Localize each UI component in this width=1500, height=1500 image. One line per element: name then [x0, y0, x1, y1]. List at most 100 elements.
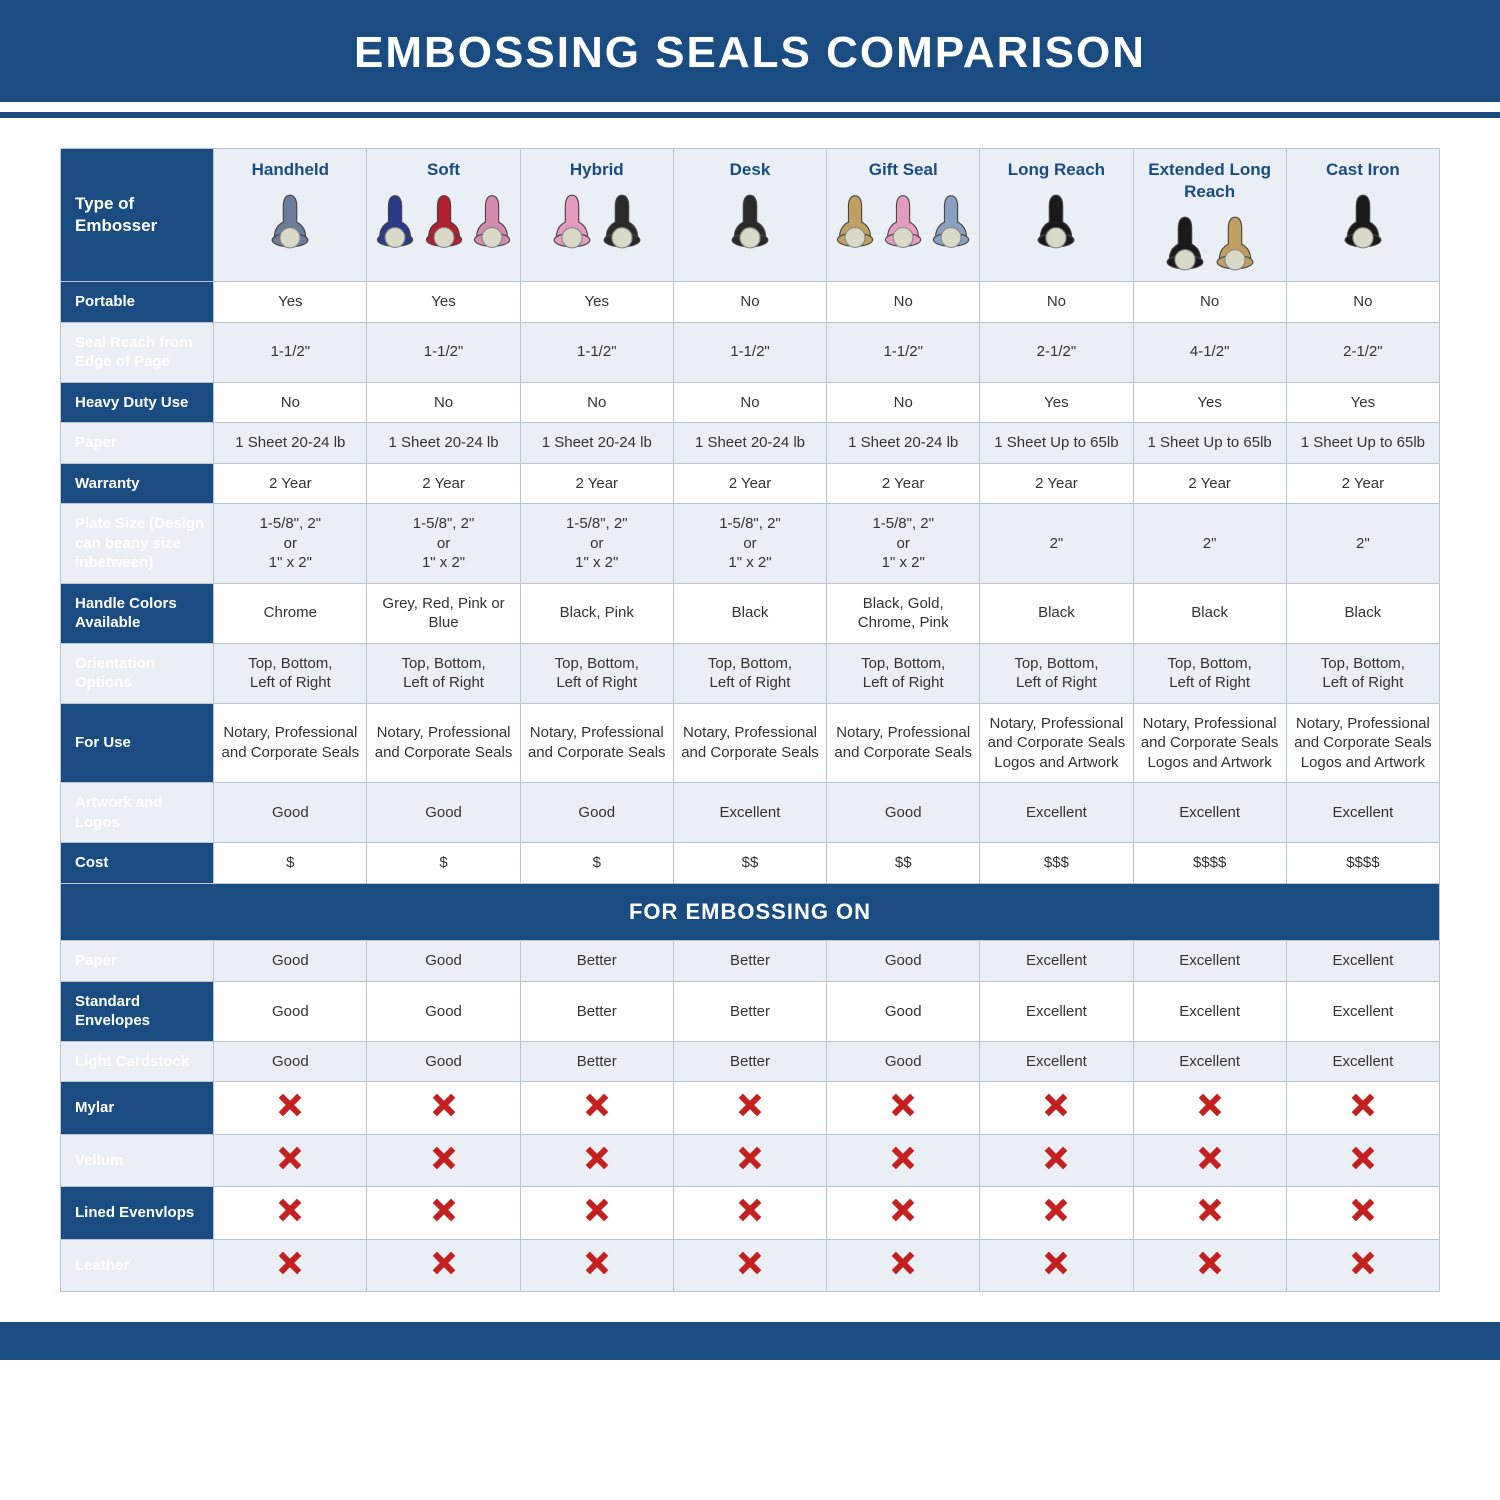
table-cell: Better [520, 1041, 673, 1082]
table-row: Light CardstockGoodGoodBetterBetterGoodE… [61, 1041, 1440, 1082]
table-cell: 2 Year [980, 463, 1133, 504]
table-cell: 2-1/2" [1286, 322, 1439, 382]
table-cell [673, 1187, 826, 1240]
table-cell: Good [520, 783, 673, 843]
product-image [680, 189, 820, 249]
column-label: Soft [373, 159, 513, 181]
column-header: Extended Long Reach [1133, 149, 1286, 282]
table-cell: 2-1/2" [980, 322, 1133, 382]
table-cell: Better [520, 981, 673, 1041]
table-cell: No [980, 282, 1133, 323]
row-header: Portable [61, 282, 214, 323]
not-supported-x-icon [1043, 1250, 1069, 1276]
table-cell [1133, 1239, 1286, 1292]
table-row: Mylar [61, 1082, 1440, 1135]
table-cell [1133, 1134, 1286, 1187]
table-cell: 1 Sheet 20-24 lb [827, 423, 980, 464]
column-label: Hybrid [527, 159, 667, 181]
table-cell: Notary, Professional and Corporate Seals… [980, 703, 1133, 783]
not-supported-x-icon [1350, 1092, 1376, 1118]
embosser-icon [599, 193, 645, 249]
table-cell [214, 1082, 367, 1135]
embosser-icon [470, 193, 514, 249]
table-row: PortableYesYesYesNoNoNoNoNo [61, 282, 1440, 323]
table-cell: 1-5/8", 2"or1" x 2" [520, 504, 673, 584]
table-row: PaperGoodGoodBetterBetterGoodExcellentEx… [61, 941, 1440, 982]
table-cell: Black [1286, 583, 1439, 643]
table-cell: Good [367, 783, 520, 843]
table-row: For UseNotary, Professional and Corporat… [61, 703, 1440, 783]
row-header: Paper [61, 423, 214, 464]
table-cell [980, 1239, 1133, 1292]
not-supported-x-icon [277, 1197, 303, 1223]
table-cell: No [673, 382, 826, 423]
table-cell: No [1133, 282, 1286, 323]
table-cell: 1-1/2" [673, 322, 826, 382]
table-cell: No [827, 282, 980, 323]
table-cell: Black, Gold, Chrome, Pink [827, 583, 980, 643]
table-cell: Black, Pink [520, 583, 673, 643]
table-cell [367, 1134, 520, 1187]
table-cell: 1-1/2" [367, 322, 520, 382]
column-label: Long Reach [986, 159, 1126, 181]
table-cell: No [827, 382, 980, 423]
product-image [1293, 189, 1433, 249]
table-cell: 2 Year [827, 463, 980, 504]
embosser-icon [929, 193, 973, 249]
table-cell [214, 1134, 367, 1187]
table-cell: Good [214, 941, 367, 982]
table-cell: 1-5/8", 2"or1" x 2" [367, 504, 520, 584]
table-cell: 1 Sheet 20-24 lb [367, 423, 520, 464]
table-cell: Yes [1286, 382, 1439, 423]
column-label: Desk [680, 159, 820, 181]
table-cell: Better [673, 1041, 826, 1082]
product-image [527, 189, 667, 249]
column-header: Long Reach [980, 149, 1133, 282]
table-cell: Black [980, 583, 1133, 643]
not-supported-x-icon [584, 1145, 610, 1171]
table-row: Vellum [61, 1134, 1440, 1187]
header-row: Type of Embosser Handheld Soft Hybrid De… [61, 149, 1440, 282]
table-cell: Good [214, 1041, 367, 1082]
table-row: Orientation OptionsTop, Bottom,Left of R… [61, 643, 1440, 703]
table-cell: Excellent [1133, 1041, 1286, 1082]
not-supported-x-icon [431, 1197, 457, 1223]
not-supported-x-icon [737, 1197, 763, 1223]
table-cell: 2 Year [1286, 463, 1439, 504]
column-header: Gift Seal [827, 149, 980, 282]
table-cell: Good [827, 783, 980, 843]
product-image [833, 189, 973, 249]
table-cell: 1-5/8", 2"or1" x 2" [827, 504, 980, 584]
table-cell: 1 Sheet Up to 65lb [1286, 423, 1439, 464]
column-header: Handheld [214, 149, 367, 282]
column-label: Handheld [220, 159, 360, 181]
table-row: Heavy Duty UseNoNoNoNoNoYesYesYes [61, 382, 1440, 423]
table-cell: 2" [980, 504, 1133, 584]
embosser-icon [1033, 193, 1079, 249]
table-cell: 2 Year [673, 463, 826, 504]
table-cell: 2 Year [520, 463, 673, 504]
table-cell: Better [673, 981, 826, 1041]
not-supported-x-icon [1043, 1092, 1069, 1118]
table-cell [1133, 1187, 1286, 1240]
embosser-icon [373, 193, 417, 249]
table-cell: 1-5/8", 2"or1" x 2" [673, 504, 826, 584]
table-cell: $$$$ [1133, 843, 1286, 884]
table-cell: $$ [827, 843, 980, 884]
table-cell: 1-1/2" [520, 322, 673, 382]
table-cell: Yes [214, 282, 367, 323]
embosser-icon [1340, 193, 1386, 249]
row-header: Light Cardstock [61, 1041, 214, 1082]
embosser-icon [267, 193, 313, 249]
not-supported-x-icon [737, 1145, 763, 1171]
row-header: Leather [61, 1239, 214, 1292]
table-cell [214, 1239, 367, 1292]
row-header: Seal Reach from Edge of Page [61, 322, 214, 382]
table-cell: Black [673, 583, 826, 643]
table-cell [214, 1187, 367, 1240]
product-image [220, 189, 360, 249]
table-cell: 2 Year [1133, 463, 1286, 504]
table-cell: 2" [1286, 504, 1439, 584]
table-cell: Good [367, 981, 520, 1041]
not-supported-x-icon [1043, 1197, 1069, 1223]
